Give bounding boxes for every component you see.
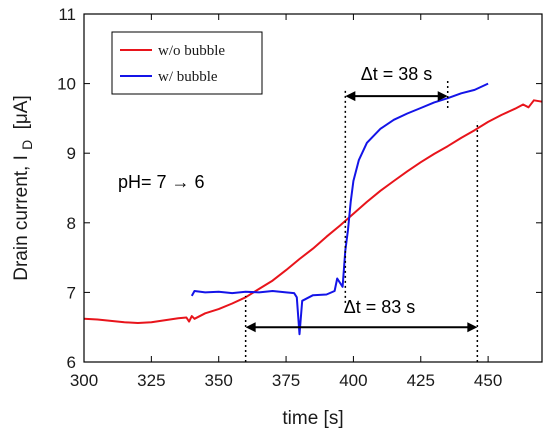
x-tick-label: 300: [70, 371, 98, 390]
plot-lines: [83, 82, 543, 336]
series-line-0: [83, 99, 543, 324]
guide-lines: [244, 80, 479, 362]
series-line-1: [190, 82, 489, 336]
x-tick-label: 425: [407, 371, 435, 390]
axis-ticks: [83, 13, 542, 363]
annotation-delta-38: Δt = 38 s: [361, 64, 433, 84]
plot-frame: [83, 13, 543, 363]
arrow-head-right: [467, 322, 478, 333]
y-tick-label: 7: [67, 283, 76, 302]
y-tick-label: 10: [57, 75, 76, 94]
legend-box: [111, 31, 263, 95]
x-tick-label: 350: [205, 371, 233, 390]
x-tick-label: 400: [339, 371, 367, 390]
y-axis-title: Drain current, I D [μA]: [11, 95, 37, 281]
annotations: Δt = 38 s Δt = 83 s pH= 7 → 6: [118, 64, 478, 333]
x-tick-label: 325: [137, 371, 165, 390]
arrow-head-right: [437, 91, 448, 102]
y-tick-label: 8: [67, 214, 76, 233]
y-axis-title-unit: [μA]: [11, 95, 32, 129]
legend-label-w-o-bubble: w/o bubble: [158, 43, 225, 59]
x-axis-title: time [s]: [282, 408, 343, 429]
legend-label-w-bubble: w/ bubble: [158, 69, 218, 85]
annotation-delta-83: Δt = 83 s: [344, 297, 416, 317]
annotation-ph: pH= 7 → 6: [118, 172, 205, 192]
y-tick-label: 9: [67, 144, 76, 163]
arrow-head-left: [245, 322, 256, 333]
tick-labels: 300 325 350 375 400 425 450 6 7 8 9 10 11: [57, 5, 502, 390]
x-tick-label: 375: [272, 371, 300, 390]
x-tick-label: 450: [474, 371, 502, 390]
y-tick-label: 11: [58, 5, 76, 24]
legend: w/o bubble w/ bubble: [111, 31, 263, 95]
y-tick-label: 6: [67, 353, 76, 372]
arrow-head-left: [345, 91, 356, 102]
y-axis-title-main: Drain current, I: [11, 155, 32, 281]
y-axis-title-subscript: D: [19, 140, 35, 150]
